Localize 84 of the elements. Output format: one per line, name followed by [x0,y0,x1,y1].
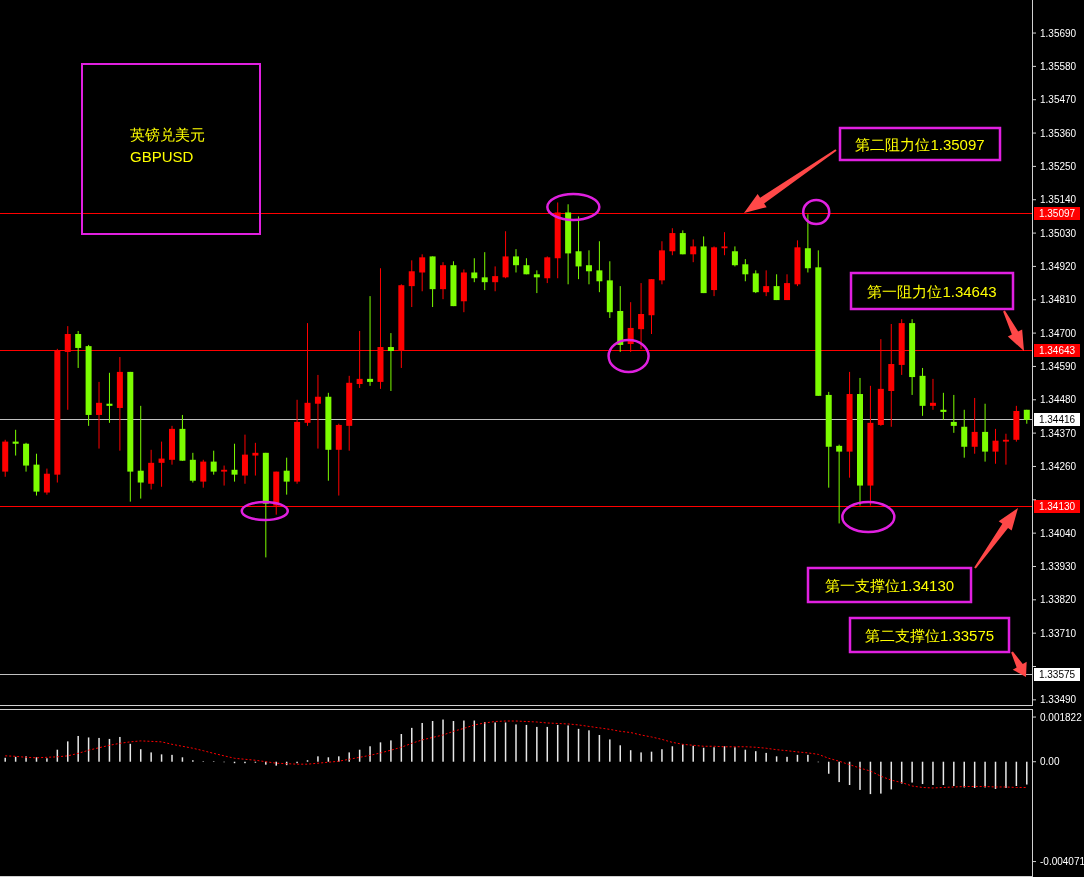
y-tick-label: 1.34480 [1040,394,1077,406]
candlestick [961,409,968,459]
candlestick [471,257,478,283]
candlestick [742,258,749,282]
y-tick-label: 1.35030 [1040,227,1077,239]
candlestick [992,428,999,465]
annotation: 第一阻力位1.34643 [867,282,997,300]
y-tick-label: 1.34590 [1040,360,1077,372]
candlestick [75,330,82,369]
candlestick [252,442,259,477]
candlestick [106,372,113,424]
candlestick [241,434,248,485]
candlestick [763,269,770,297]
y-tick-label: 1.34700 [1040,327,1077,339]
candlestick [836,444,843,524]
candlestick [200,459,207,489]
ref-line-label: 1.33575 [1038,669,1076,680]
candlestick [929,378,936,411]
candlestick [804,213,811,273]
y-tick-label: 1.34370 [1040,427,1077,439]
title-box: 英镑兑美元 GBPUSD [81,63,261,235]
candlestick [137,405,144,500]
candlestick [533,269,540,294]
candlestick [1002,433,1009,466]
y-tick-label: 1.33820 [1040,594,1077,606]
candlestick [148,449,155,490]
candlestick [440,261,447,300]
candlestick [210,450,217,476]
candlestick [502,230,509,279]
candlestick [314,374,321,450]
candlestick [283,457,290,496]
y-tick-label: 1.34920 [1040,260,1077,272]
candlestick [773,273,780,301]
y-tick-label: 1.35140 [1040,194,1077,206]
candlestick [481,251,488,291]
candlestick [544,255,551,284]
ref-line-label: 1.34130 [1038,501,1076,512]
ref-line-label: 1.34643 [1038,345,1076,356]
y-tick-label: 1.35250 [1040,160,1077,172]
candlestick [221,465,228,487]
annotation: 第二支撑位1.33575 [864,626,995,644]
candlestick [669,227,676,256]
candlestick [596,240,603,293]
candlestick [189,452,196,484]
y-tick-label: 1.33490 [1040,694,1077,706]
y-tick-label: 1.35580 [1040,60,1077,72]
candlestick [971,397,978,455]
candlestick [982,403,989,463]
y-tick-label: 1.33930 [1040,560,1077,572]
candlestick [367,295,374,387]
candlestick [752,269,759,294]
candlestick [784,273,791,301]
y-tick-label: 1.34260 [1040,460,1077,472]
candlestick [513,248,519,273]
candlestick [419,253,426,292]
candlestick [408,259,415,308]
annotation: 第二阻力位1.35097 [855,135,985,153]
candlestick [12,429,19,457]
candlestick [690,238,697,263]
candlestick [387,332,394,392]
candlestick [158,441,165,488]
y-tick-label: 1.34040 [1040,527,1077,539]
candlestick [96,381,103,450]
y-tick-label: -0.004071 [1040,856,1084,868]
candlestick [492,265,499,292]
ref-line-label: 1.34416 [1038,414,1076,425]
y-tick-label: 1.35690 [1040,27,1077,39]
y-tick-label: 1.35360 [1040,127,1077,139]
candlestick [950,394,957,434]
candlestick [231,443,238,483]
candlestick [940,392,947,421]
y-tick-label: 1.34810 [1040,294,1077,306]
candlestick [43,468,50,496]
candlestick [585,249,592,285]
candlestick [721,231,728,256]
ref-line-label: 1.35097 [1038,208,1076,219]
candlestick [23,442,30,473]
y-tick-label: 0.00 [1040,756,1060,768]
y-tick-label: 0.001822 [1040,711,1083,723]
candlestick [575,215,582,280]
annotation: 第一支撑位1.34130 [824,576,955,594]
y-tick-label: 1.35470 [1040,94,1077,106]
candlestick [731,245,738,267]
y-tick-label: 1.33710 [1040,627,1077,639]
